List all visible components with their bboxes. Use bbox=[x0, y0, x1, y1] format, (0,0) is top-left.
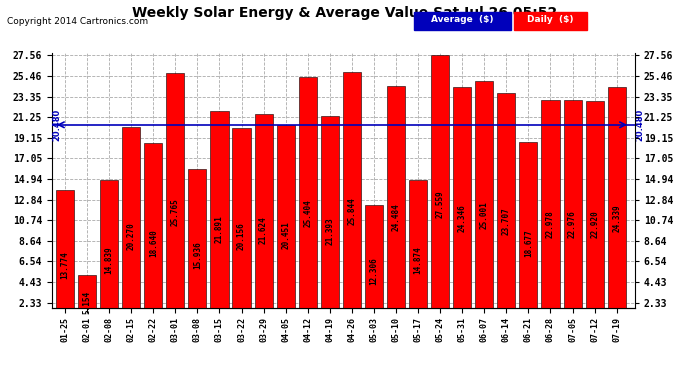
Text: Copyright 2014 Cartronics.com: Copyright 2014 Cartronics.com bbox=[7, 17, 148, 26]
Bar bbox=[431, 56, 449, 326]
Text: 20.480: 20.480 bbox=[635, 109, 644, 141]
Bar bbox=[453, 87, 471, 326]
Text: 21.891: 21.891 bbox=[215, 215, 224, 243]
Text: 14.839: 14.839 bbox=[105, 246, 114, 274]
Bar bbox=[299, 76, 317, 326]
Bar bbox=[122, 127, 140, 326]
Bar bbox=[497, 93, 515, 326]
Bar bbox=[255, 114, 273, 326]
Text: 25.765: 25.765 bbox=[171, 198, 180, 226]
Bar bbox=[365, 205, 383, 326]
Text: 23.707: 23.707 bbox=[502, 207, 511, 235]
Text: 22.978: 22.978 bbox=[546, 210, 555, 238]
Text: 25.404: 25.404 bbox=[303, 200, 313, 227]
Bar bbox=[564, 100, 582, 326]
Text: Daily  ($): Daily ($) bbox=[527, 15, 573, 24]
Text: 5.154: 5.154 bbox=[83, 291, 92, 314]
Text: 21.393: 21.393 bbox=[325, 217, 335, 245]
Text: Weekly Solar Energy & Average Value Sat Jul 26 05:52: Weekly Solar Energy & Average Value Sat … bbox=[132, 6, 558, 20]
Text: Average  ($): Average ($) bbox=[431, 15, 493, 24]
Bar bbox=[233, 128, 250, 326]
Bar bbox=[210, 111, 228, 326]
Text: 22.976: 22.976 bbox=[568, 210, 577, 238]
Bar bbox=[188, 169, 206, 326]
Text: 21.624: 21.624 bbox=[259, 216, 268, 244]
Text: 22.920: 22.920 bbox=[590, 210, 599, 238]
Bar bbox=[387, 86, 405, 326]
Text: 25.001: 25.001 bbox=[480, 201, 489, 229]
Bar bbox=[520, 142, 538, 326]
Bar bbox=[586, 101, 604, 326]
Text: 15.936: 15.936 bbox=[193, 241, 202, 269]
Bar bbox=[78, 275, 96, 326]
Bar bbox=[166, 73, 184, 326]
Bar bbox=[343, 72, 361, 326]
Bar bbox=[100, 180, 118, 326]
Text: 20.270: 20.270 bbox=[127, 222, 136, 250]
Text: 13.774: 13.774 bbox=[61, 251, 70, 279]
Text: 24.339: 24.339 bbox=[612, 204, 621, 232]
Text: 20.156: 20.156 bbox=[237, 223, 246, 251]
Text: 12.306: 12.306 bbox=[369, 257, 378, 285]
Bar bbox=[56, 190, 74, 326]
Text: 18.640: 18.640 bbox=[149, 230, 158, 257]
Bar bbox=[475, 81, 493, 326]
Text: 24.346: 24.346 bbox=[457, 204, 466, 232]
Text: 27.559: 27.559 bbox=[435, 190, 444, 218]
Text: 20.480: 20.480 bbox=[53, 109, 62, 141]
Bar bbox=[277, 125, 295, 326]
Bar bbox=[409, 180, 427, 326]
Bar bbox=[542, 100, 560, 326]
Text: 25.844: 25.844 bbox=[347, 198, 356, 225]
Bar bbox=[321, 116, 339, 326]
Text: 20.451: 20.451 bbox=[282, 221, 290, 249]
Text: 24.484: 24.484 bbox=[391, 204, 400, 231]
Text: 18.677: 18.677 bbox=[524, 229, 533, 257]
Text: 14.874: 14.874 bbox=[413, 246, 422, 274]
Bar bbox=[144, 143, 162, 326]
Bar bbox=[608, 87, 626, 326]
